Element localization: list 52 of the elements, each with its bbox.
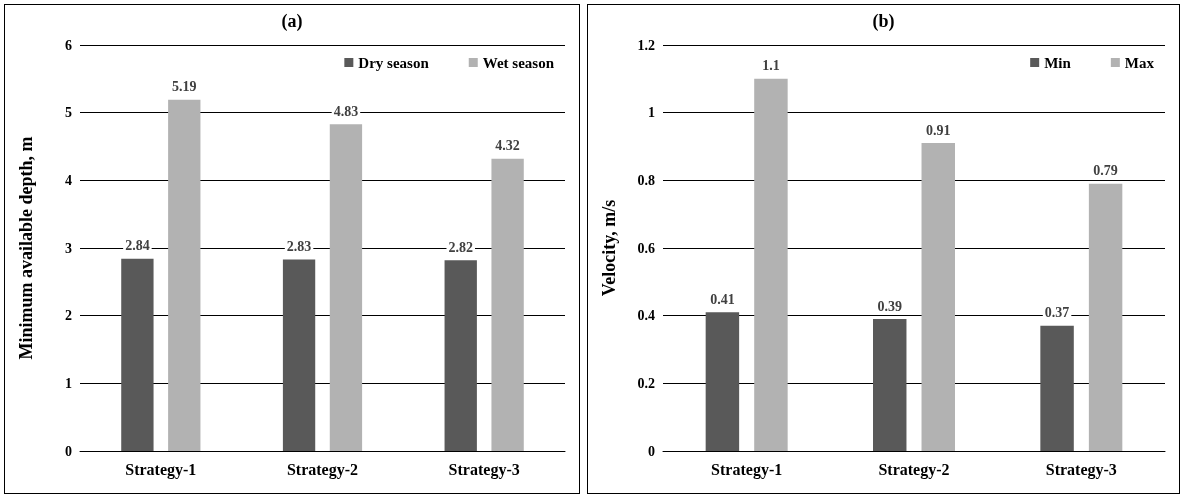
bar	[121, 258, 154, 451]
legend-label: Wet season	[482, 54, 555, 71]
y-tick-label: 4	[65, 172, 72, 188]
x-tick-label: Strategy-1	[711, 460, 783, 479]
bar	[168, 99, 201, 451]
data-label: 1.1	[762, 58, 780, 74]
bar	[1040, 325, 1074, 451]
data-label: 0.37	[1044, 305, 1070, 321]
chart-title: (a)	[281, 11, 303, 32]
y-tick-label: 3	[65, 240, 72, 256]
data-label: 2.84	[125, 238, 150, 254]
y-tick-label: 0	[65, 443, 72, 459]
y-tick-label: 1	[648, 105, 655, 121]
data-label: 0.39	[877, 298, 902, 314]
bar	[921, 143, 955, 451]
data-label: 0.79	[1093, 163, 1118, 179]
x-tick-label: Strategy-1	[125, 460, 197, 479]
data-label: 2.83	[286, 239, 312, 254]
y-tick-label: 0.6	[637, 240, 655, 256]
legend-label: Min	[1044, 54, 1072, 71]
data-label: 5.19	[172, 79, 197, 95]
y-tick-label: 2	[65, 308, 72, 324]
y-axis-title: Velocity, m/s	[599, 199, 619, 297]
bar	[444, 260, 477, 451]
y-tick-label: 1.2	[637, 37, 655, 53]
bar	[873, 319, 907, 451]
y-tick-label: 1	[65, 375, 72, 391]
y-tick-label: 5	[65, 105, 72, 121]
x-tick-label: Strategy-2	[286, 460, 359, 479]
y-axis-title: Minimum available depth, m	[16, 136, 36, 360]
chart-title: (b)	[872, 11, 895, 32]
data-label: 0.91	[926, 122, 951, 138]
y-tick-label: 0.8	[637, 172, 655, 188]
x-tick-label: Strategy-3	[448, 460, 520, 479]
y-tick-label: 0.4	[637, 308, 655, 324]
x-tick-label: Strategy-3	[1045, 460, 1117, 479]
legend-label: Max	[1124, 54, 1155, 71]
bar	[282, 259, 316, 451]
bar	[329, 124, 363, 451]
legend-label: Dry season	[358, 54, 430, 71]
bar	[1088, 183, 1123, 451]
bar	[491, 158, 524, 451]
bar	[705, 312, 740, 451]
bar	[754, 78, 788, 451]
data-label: 2.82	[448, 239, 473, 255]
x-tick-label: Strategy-2	[878, 460, 950, 479]
y-tick-label: 0.2	[637, 375, 655, 391]
data-label: 4.83	[333, 103, 359, 119]
y-tick-label: 6	[65, 37, 72, 53]
data-label: 4.32	[495, 138, 520, 154]
data-label: 0.41	[710, 291, 735, 307]
y-tick-label: 0	[648, 443, 655, 459]
